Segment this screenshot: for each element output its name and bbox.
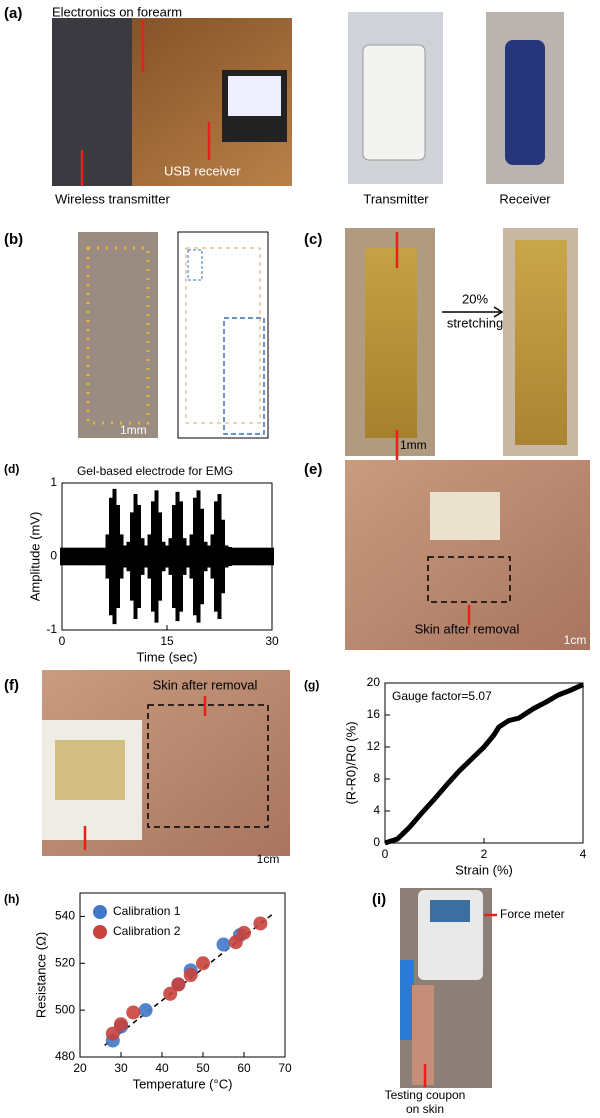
y-tick-label: -1	[46, 622, 57, 636]
photo-electrode	[365, 248, 417, 438]
panel-label: (i)	[372, 891, 386, 908]
legend-marker	[93, 905, 107, 919]
point	[237, 926, 251, 940]
x-tick-label: 30	[114, 1061, 128, 1075]
x-axis-label: Temperature (°C)	[133, 1076, 233, 1091]
y-tick-label: 520	[55, 955, 75, 969]
photo-electrode	[515, 240, 567, 445]
point	[171, 977, 185, 991]
diagram	[178, 232, 268, 438]
y-tick-label: 1	[50, 475, 57, 489]
annotation: USB receiver	[164, 163, 241, 178]
y-tick-label: 12	[367, 739, 381, 753]
annotation: Skin after removal	[415, 621, 520, 636]
photo-screen	[400, 960, 414, 1040]
y-tick-label: 8	[373, 771, 380, 785]
chart: (h) Calibration 1 Calibration 2 480 500 520 54…	[4, 892, 292, 1091]
photo-screen	[228, 76, 281, 116]
annotation: on skin	[406, 1102, 444, 1116]
legend-marker	[93, 925, 107, 939]
panel-label: (d)	[4, 462, 19, 476]
y-tick-label: 480	[55, 1049, 75, 1063]
photo-receiver	[505, 40, 545, 165]
scale-label: 1mm	[400, 438, 427, 452]
annotation: 20%	[462, 291, 488, 306]
chart-title: Gel-based electrode for EMG	[77, 464, 233, 478]
data-line	[385, 685, 583, 843]
x-tick-label: 30	[265, 634, 279, 648]
photo-patch	[430, 492, 500, 540]
photo-arm	[412, 985, 434, 1085]
caption: Transmitter	[363, 191, 429, 206]
point	[114, 1017, 128, 1031]
panel-label: (e)	[304, 461, 322, 478]
panel-label: (c)	[304, 231, 322, 248]
point	[217, 938, 231, 952]
caption: Receiver	[499, 191, 551, 206]
point	[139, 1003, 153, 1017]
photo-display	[430, 900, 470, 922]
x-axis-label: Time (sec)	[137, 649, 198, 664]
annotation: Testing coupon	[385, 1088, 466, 1102]
y-tick-label: 20	[367, 675, 381, 689]
x-tick-label: 15	[160, 634, 174, 648]
x-axis-label: Strain (%)	[455, 862, 513, 877]
point	[184, 968, 198, 982]
photo-person	[52, 18, 132, 186]
annotation: Electronics on forearm	[52, 4, 182, 19]
annotation: Skin after removal	[153, 677, 258, 692]
x-tick-label: 20	[73, 1061, 87, 1075]
annotation: stretching	[447, 315, 503, 330]
x-tick-label: 4	[580, 847, 587, 861]
scale-label: 1cm	[564, 633, 587, 647]
point	[253, 916, 267, 930]
figure: (a) Electronics on forearm USB receiver …	[0, 0, 600, 1118]
y-axis-label: Resistance (Ω)	[33, 932, 48, 1018]
photo-transmitter	[363, 45, 425, 160]
chart: (g) Gauge factor=5.07 0 4 8 12 16 20 0 2 4 Strain (…	[304, 675, 587, 877]
x-tick-label: 40	[155, 1061, 169, 1075]
panel-label: (h)	[4, 892, 19, 906]
panel-label: (f)	[4, 677, 19, 694]
y-tick-label: 540	[55, 909, 75, 923]
panel-label: (g)	[304, 678, 319, 692]
scale-label: 1cm	[257, 852, 280, 866]
y-axis-label: (R-R0)/R0 (%)	[343, 721, 358, 804]
y-tick-label: 16	[367, 707, 381, 721]
annotation: Force meter	[500, 907, 565, 921]
photo	[78, 232, 158, 438]
y-tick-label: 0	[50, 549, 57, 563]
annotation: Wireless transmitter	[55, 191, 171, 206]
point	[126, 1005, 140, 1019]
x-tick-label: 0	[59, 634, 66, 648]
panel-label: (b)	[4, 231, 23, 248]
annotation: Gauge factor=5.07	[392, 689, 492, 703]
legend-label: Calibration 2	[113, 924, 181, 938]
legend-label: Calibration 1	[113, 904, 181, 918]
y-tick-label: 0	[373, 835, 380, 849]
scale-label: 1mm	[120, 423, 147, 437]
point	[196, 956, 210, 970]
y-axis-label: Amplitude (mV)	[27, 512, 42, 602]
x-tick-label: 50	[196, 1061, 210, 1075]
photo-electrode	[55, 740, 125, 800]
x-tick-label: 60	[237, 1061, 251, 1075]
y-tick-label: 500	[55, 1002, 75, 1016]
x-tick-label: 2	[481, 847, 488, 861]
y-tick-label: 4	[373, 803, 380, 817]
x-tick-label: 0	[382, 847, 389, 861]
panel-label: (a)	[4, 5, 22, 22]
x-tick-label: 70	[278, 1061, 292, 1075]
